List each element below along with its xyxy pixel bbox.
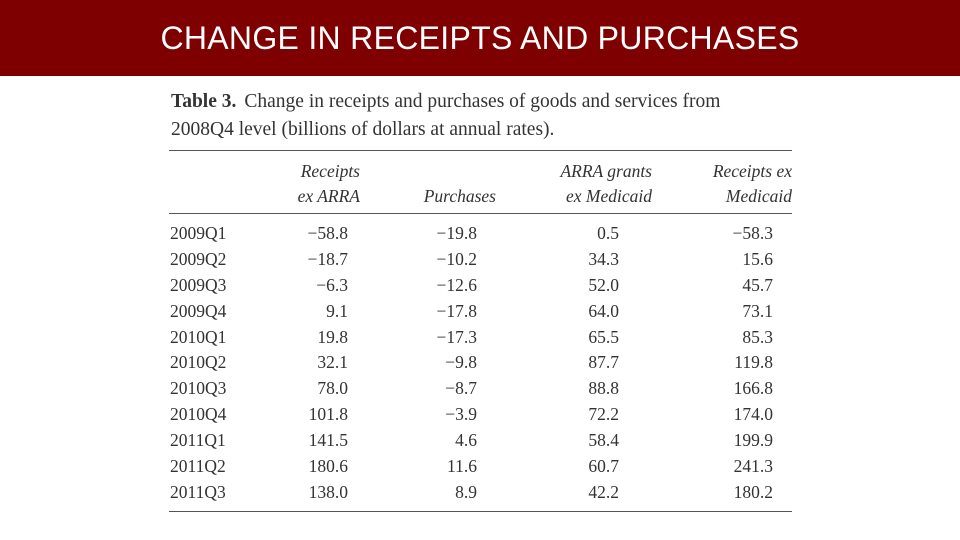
- header-receipts-ex-arra-line1: Receipts: [300, 161, 360, 181]
- cell-receipts-ex-arra: 78.0: [317, 378, 348, 399]
- cell-arra-grants: 42.2: [588, 481, 619, 502]
- cell-receipts-ex-medicaid: 241.3: [733, 456, 773, 477]
- header-purchases: Purchases: [423, 186, 496, 206]
- cell-receipts-ex-arra: 138.0: [308, 481, 348, 502]
- cell-purchases: −9.8: [445, 352, 477, 373]
- table-caption-text: Change in receipts and purchases of good…: [244, 91, 721, 112]
- row-quarter: 2009Q4: [170, 300, 227, 321]
- header-receipts-ex-medicaid-line1: Receipts ex: [712, 161, 792, 181]
- cell-arra-grants: 52.0: [588, 274, 619, 295]
- cell-purchases: −10.2: [436, 248, 478, 269]
- cell-receipts-ex-arra: 180.6: [308, 456, 348, 477]
- row-quarter: 2009Q2: [170, 248, 227, 269]
- row-quarter: 2009Q1: [170, 223, 227, 243]
- cell-arra-grants: 88.8: [588, 378, 619, 399]
- cell-arra-grants: 60.7: [588, 456, 619, 477]
- header-arra-grants: ARRA grants ex Medicaid: [536, 159, 652, 209]
- row-quarter: 2010Q1: [170, 326, 227, 347]
- row-quarter: 2011Q2: [170, 456, 226, 477]
- header-receipts-ex-medicaid-line2: Medicaid: [725, 186, 792, 206]
- cell-receipts-ex-arra: 101.8: [308, 404, 348, 425]
- cell-receipts-ex-medicaid: 119.8: [734, 352, 773, 373]
- cell-arra-grants: 58.4: [588, 430, 619, 451]
- header-arra-grants-line1: ARRA grants: [560, 161, 652, 181]
- table-row: 2009Q4 9.1 −17.8 64.0 73.1: [169, 299, 792, 325]
- title-banner: CHANGE IN RECEIPTS AND PURCHASES: [0, 0, 960, 76]
- table-row: 2010Q1 19.8 −17.3 65.5 85.3: [169, 325, 792, 351]
- header-receipts-ex-medicaid: Receipts ex Medicaid: [690, 159, 792, 209]
- cell-purchases: −17.3: [436, 326, 478, 347]
- cell-arra-grants: 0.5: [597, 223, 619, 243]
- table-row: 2010Q3 78.0 −8.7 88.8 166.8: [169, 376, 792, 402]
- header-receipts-ex-arra-line2: ex ARRA: [297, 186, 360, 206]
- table-caption-label: Table 3.: [171, 91, 237, 112]
- table-bottom-rule: [169, 511, 792, 512]
- cell-arra-grants: 65.5: [588, 326, 619, 347]
- cell-purchases: 8.9: [455, 481, 477, 502]
- table-caption: Table 3. Change in receipts and purchases…: [171, 88, 811, 144]
- cell-arra-grants: 34.3: [588, 248, 619, 269]
- cell-receipts-ex-medicaid: 199.9: [733, 430, 773, 451]
- cell-receipts-ex-arra: −58.8: [307, 223, 349, 243]
- cell-purchases: −19.8: [436, 223, 478, 243]
- cell-purchases: 4.6: [455, 430, 477, 451]
- table-header-rule: [169, 213, 792, 214]
- cell-receipts-ex-medicaid: 73.1: [742, 300, 773, 321]
- table-caption-text-line2: 2008Q4 level (billions of dollars at ann…: [171, 119, 555, 140]
- cell-purchases: −17.8: [436, 300, 478, 321]
- cell-receipts-ex-medicaid: 166.8: [733, 378, 773, 399]
- table-row: 2009Q2 −18.7 −10.2 34.3 15.6: [169, 247, 792, 273]
- header-arra-grants-line2: ex Medicaid: [566, 186, 652, 206]
- cell-receipts-ex-arra: −18.7: [307, 248, 349, 269]
- table-top-rule: [169, 150, 792, 151]
- cell-receipts-ex-medicaid: −58.3: [732, 223, 774, 243]
- table-row: 2011Q2 180.6 11.6 60.7 241.3: [169, 454, 792, 480]
- cell-receipts-ex-arra: −6.3: [316, 274, 348, 295]
- row-quarter: 2011Q3: [170, 481, 226, 502]
- table-row: 2011Q1 141.5 4.6 58.4 199.9: [169, 428, 792, 454]
- cell-receipts-ex-arra: 9.1: [326, 300, 348, 321]
- cell-receipts-ex-medicaid: 45.7: [742, 274, 773, 295]
- cell-arra-grants: 87.7: [588, 352, 619, 373]
- cell-arra-grants: 64.0: [588, 300, 619, 321]
- cell-purchases: −3.9: [445, 404, 477, 425]
- cell-receipts-ex-medicaid: 174.0: [733, 404, 773, 425]
- cell-receipts-ex-arra: 141.5: [308, 430, 348, 451]
- cell-arra-grants: 72.2: [588, 404, 619, 425]
- table-row: 2009Q1 −58.8 −19.8 0.5 −58.3: [169, 221, 792, 247]
- table-row: 2010Q2 32.1 −9.8 87.7 119.8: [169, 350, 792, 376]
- cell-receipts-ex-arra: 19.8: [317, 326, 348, 347]
- row-quarter: 2010Q2: [170, 352, 227, 373]
- cell-purchases: −12.6: [436, 274, 478, 295]
- row-quarter: 2010Q3: [170, 378, 227, 399]
- cell-receipts-ex-medicaid: 15.6: [742, 248, 773, 269]
- header-receipts-ex-arra: Receipts ex ARRA: [280, 159, 360, 209]
- cell-receipts-ex-arra: 32.1: [317, 352, 348, 373]
- cell-purchases: 11.6: [447, 456, 477, 477]
- cell-purchases: −8.7: [445, 378, 477, 399]
- table-row: 2010Q4 101.8 −3.9 72.2 174.0: [169, 402, 792, 428]
- table-row: 2011Q3 138.0 8.9 42.2 180.2: [169, 480, 792, 506]
- slide-title: CHANGE IN RECEIPTS AND PURCHASES: [160, 20, 800, 56]
- row-quarter: 2010Q4: [170, 404, 227, 425]
- table-row: 2009Q3 −6.3 −12.6 52.0 45.7: [169, 273, 792, 299]
- table-body: 2009Q1 −58.8 −19.8 0.5 −58.3 2009Q2 −18.…: [169, 221, 792, 506]
- row-quarter: 2009Q3: [170, 274, 227, 295]
- cell-receipts-ex-medicaid: 85.3: [742, 326, 773, 347]
- cell-receipts-ex-medicaid: 180.2: [733, 481, 773, 502]
- row-quarter: 2011Q1: [170, 430, 226, 451]
